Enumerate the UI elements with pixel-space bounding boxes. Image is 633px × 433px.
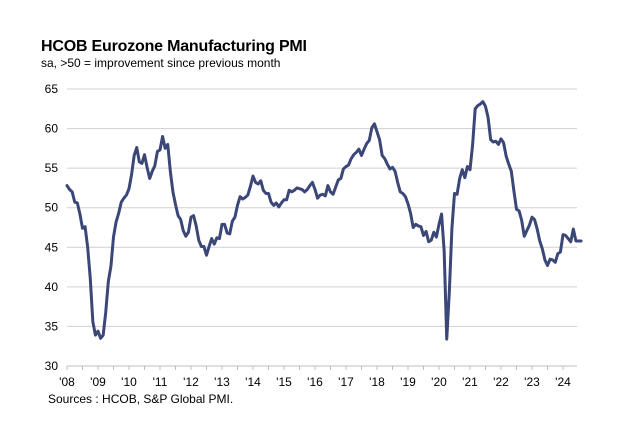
y-tick-label: 30 xyxy=(45,359,59,373)
chart-source: Sources : HCOB, S&P Global PMI. xyxy=(48,392,234,406)
x-tick-label: '16 xyxy=(307,375,323,389)
x-tick-label: '12 xyxy=(183,375,199,389)
x-tick-label: '19 xyxy=(400,375,416,389)
y-tick-label: 55 xyxy=(45,161,59,175)
x-tick-label: '14 xyxy=(245,375,261,389)
series-line-pmi xyxy=(65,100,583,341)
x-tick-label: '23 xyxy=(524,375,540,389)
x-tick-label: '21 xyxy=(462,375,478,389)
x-tick-label: '15 xyxy=(276,375,292,389)
x-tick-label: '10 xyxy=(121,375,137,389)
y-tick-label: 50 xyxy=(45,201,59,215)
y-tick-label: 45 xyxy=(45,240,59,254)
gridlines xyxy=(67,88,577,327)
y-tick-label: 40 xyxy=(45,280,59,294)
x-tick-label: '24 xyxy=(555,375,571,389)
chart-subtitle: sa, >50 = improvement since previous mon… xyxy=(41,56,281,70)
x-tick-label: '11 xyxy=(153,375,168,389)
y-tick-label: 35 xyxy=(45,319,59,333)
x-tick-label: '08 xyxy=(59,375,75,389)
x-tick-label: '22 xyxy=(493,375,509,389)
x-axis: '08 '09 '10 '11 '12 '13 '14 '15 '16 '17 '18 '19 '20 '… xyxy=(59,365,577,389)
series-layer xyxy=(65,100,583,341)
y-tick-label: 65 xyxy=(45,82,59,96)
chart-title: HCOB Eurozone Manufacturing PMI xyxy=(41,38,307,55)
x-tick-label: '13 xyxy=(214,375,230,389)
y-axis-ticks: 30 35 40 45 50 55 60 65 xyxy=(45,82,59,373)
y-tick-label: 60 xyxy=(45,122,59,136)
x-tick-label: '20 xyxy=(431,375,447,389)
x-tick-label: '17 xyxy=(338,375,354,389)
x-tick-label: '18 xyxy=(369,375,385,389)
x-tick-label: '09 xyxy=(90,375,106,389)
